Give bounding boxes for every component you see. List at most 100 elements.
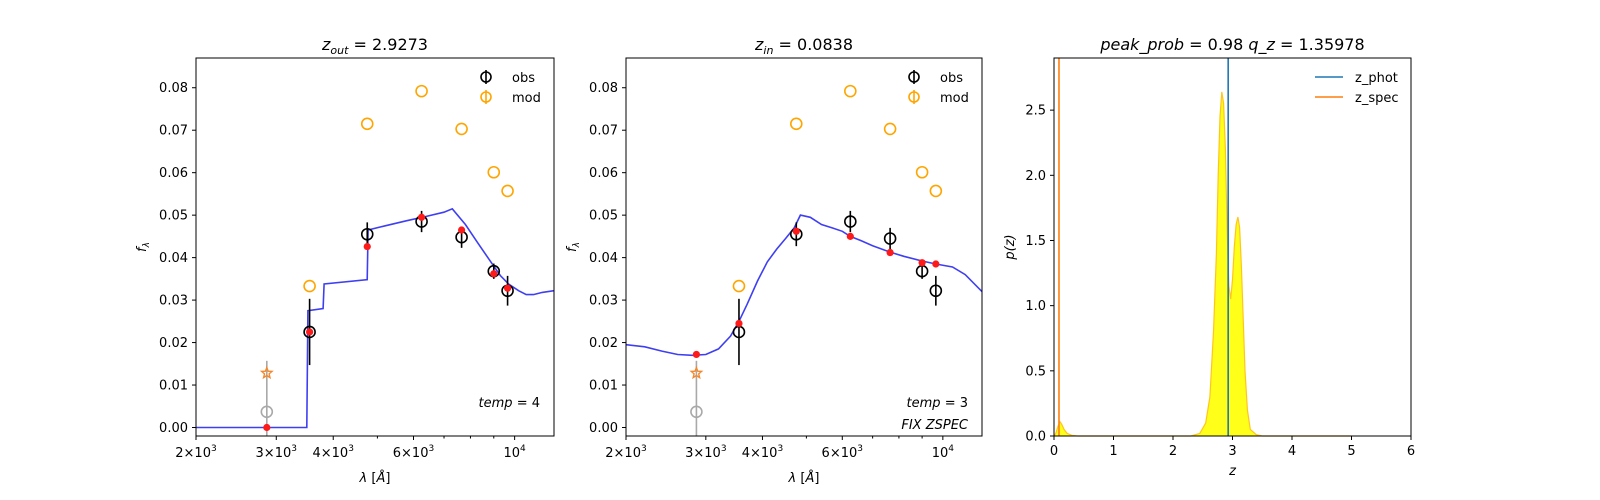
legend-mod-label: mod (940, 91, 969, 106)
obs-point (883, 232, 897, 245)
mod-point (915, 165, 929, 179)
x-tick-label: 4×103 (313, 444, 354, 461)
x-tick-label: 5 (1347, 444, 1355, 459)
y-tick-label: 0.0 (1025, 430, 1046, 445)
mod-point (844, 84, 857, 98)
x-axis-label: λ [Å] (788, 470, 820, 486)
obs-upper-limit-point (260, 405, 274, 419)
mod-point (487, 165, 501, 179)
y-tick-label: 0.00 (589, 421, 618, 436)
x-tick-label: 3 (1228, 444, 1236, 459)
x-axis-label: λ [Å] (359, 470, 391, 486)
y-tick-label: 0.02 (589, 336, 618, 351)
legend-obs-label: obs (512, 71, 535, 86)
sed-panel-1: 0.00 0.01 0.02 0.03 0.04 0.05 0.06 0.07 0.08 2×10… (135, 35, 555, 486)
model-flux-point (932, 260, 940, 268)
y-tick-label: 0.07 (589, 124, 618, 139)
star-marker (259, 365, 274, 380)
obs-point (844, 215, 857, 228)
model-flux-point (503, 284, 512, 292)
x-tick-label: 104 (503, 444, 526, 461)
x-tick-label: 104 (932, 444, 955, 461)
model-flux-point (490, 270, 498, 278)
model-flux-point (692, 350, 701, 359)
legend-obs-marker (480, 71, 492, 83)
legend-mod-marker (908, 91, 920, 103)
legend-obs-marker (908, 71, 920, 83)
panel-annotation: temp = 3 (907, 396, 968, 411)
y-tick-label: 0.05 (589, 209, 618, 224)
y-tick-label: 2.5 (1025, 104, 1046, 119)
axes-frame (625, 57, 983, 437)
sed-model-line (196, 207, 554, 429)
y-tick-label: 0.03 (159, 294, 188, 309)
panel-annotation: FIX ZSPEC (901, 418, 969, 433)
x-tick-label: 1 (1109, 444, 1117, 459)
y-tick-label: 0.5 (1025, 364, 1046, 379)
y-tick-label: 1.5 (1025, 234, 1046, 249)
y-tick-label: 0.01 (159, 379, 188, 394)
pz-panel: 0.0 0.5 1.0 1.5 2.0 2.5 0 1 2 3 4 5 6 z p(z) peak_prob … (1003, 35, 1415, 479)
y-tick-label: 0.02 (159, 336, 188, 351)
y-tick-label: 0.04 (159, 251, 188, 266)
legend-obs-label: obs (940, 71, 963, 86)
model-flux-point (263, 423, 271, 432)
x-tick-label: 2 (1169, 444, 1177, 459)
mod-point (501, 184, 514, 198)
panel-title: peak_prob = 0.98 q_z = 1.35978 (1099, 35, 1364, 55)
mod-point (883, 122, 897, 136)
mod-point (732, 279, 746, 293)
y-axis-label: fλ (135, 242, 152, 252)
mod-point (303, 279, 316, 293)
y-tick-label: 0.07 (159, 124, 188, 139)
y-tick-label: 0.04 (589, 251, 618, 266)
y-axis-label: p(z) (1003, 234, 1018, 260)
x-tick-label: 3×103 (256, 444, 297, 461)
obs-point (360, 227, 374, 241)
model-flux-point (735, 319, 743, 328)
mod-point (455, 122, 468, 136)
model-flux-point (305, 328, 314, 336)
y-tick-label: 0.03 (589, 294, 618, 309)
obs-upper-limit-point (690, 405, 703, 419)
model-flux-point (792, 227, 800, 235)
sed-model-line (626, 214, 982, 357)
legend-z-phot-label: z_phot (1355, 71, 1398, 86)
sed-panel-2: 0.00 0.01 0.02 0.03 0.04 0.05 0.06 0.07 0.08 2×10… (565, 35, 983, 486)
mod-point (929, 184, 943, 198)
panel-title: zin = 0.0838 (754, 35, 853, 57)
x-tick-label: 6 (1407, 444, 1415, 459)
x-tick-label: 3×103 (685, 444, 726, 461)
model-flux-point (918, 259, 926, 267)
model-flux-point (886, 248, 894, 257)
x-tick-label: 6×103 (822, 444, 863, 461)
x-tick-label: 6×103 (393, 444, 434, 461)
axes-frame (195, 57, 555, 437)
x-tick-label: 4 (1288, 444, 1296, 459)
model-flux-point (846, 232, 854, 240)
panel-annotation: temp = 4 (479, 396, 540, 411)
mod-point (360, 117, 374, 131)
y-tick-label: 0.05 (159, 209, 188, 224)
obs-point (303, 325, 316, 339)
star-marker (689, 365, 704, 380)
x-tick-label: 2×103 (605, 444, 646, 461)
y-tick-label: 0.08 (589, 81, 618, 96)
mod-point (789, 117, 803, 131)
legend-mod-label: mod (512, 91, 541, 106)
y-tick-label: 0.06 (589, 166, 618, 181)
model-flux-point (363, 242, 371, 251)
mod-point (415, 84, 428, 98)
legend-z-spec-label: z_spec (1355, 91, 1399, 106)
model-flux-point (417, 213, 426, 221)
y-axis-label: fλ (565, 242, 582, 252)
x-tick-label: 4×103 (742, 444, 783, 461)
y-tick-label: 0.08 (159, 81, 188, 96)
model-flux-point (457, 226, 466, 234)
legend-mod-marker (480, 91, 492, 103)
x-tick-label: 2×103 (175, 444, 216, 461)
pz-curve (1053, 91, 1352, 437)
y-tick-label: 0.01 (589, 379, 618, 394)
panel-title: zout = 2.9273 (321, 35, 428, 57)
